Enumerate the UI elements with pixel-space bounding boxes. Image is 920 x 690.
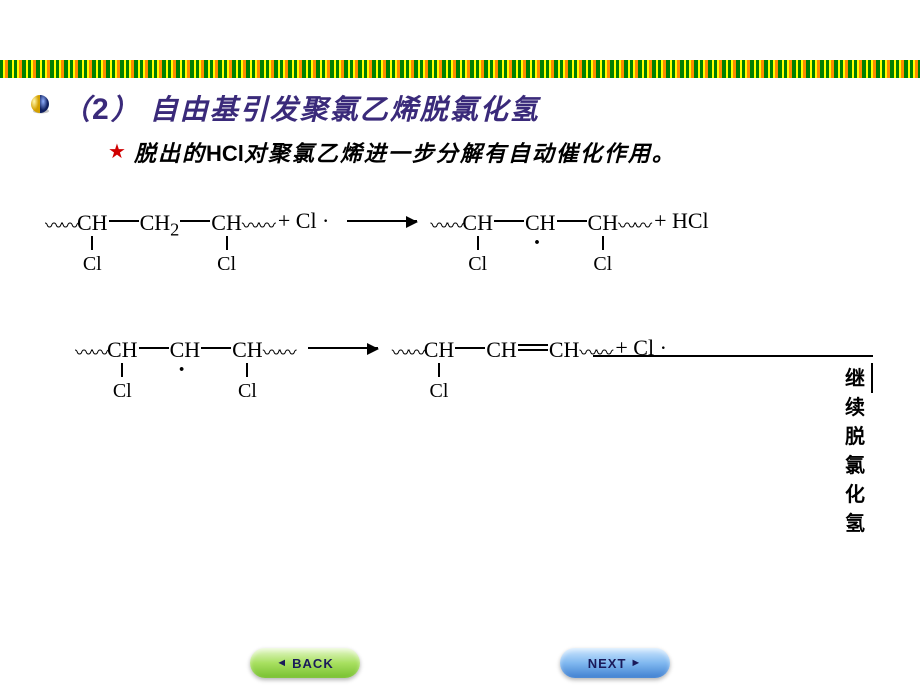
sub-post: 对聚氯乙烯进一步分解有自动催化作用。	[244, 141, 676, 166]
heading-row: （2） 自由基引发聚氯乙烯脱氯化氢	[30, 88, 890, 128]
subheading-row: ★ 脱出的HCl对聚氯乙烯进一步分解有自动催化作用。	[108, 136, 890, 168]
reaction-step-1: 〰〰CHClCH2CHCl〰〰+ Cl · 〰〰CHClCH·CHCl〰〰+ H…	[45, 210, 885, 277]
navigation-bar: BACK NEXT	[0, 648, 920, 678]
sub-formula: HCl	[206, 141, 244, 166]
star-icon: ★	[108, 139, 126, 164]
heading-number: 2	[92, 93, 111, 126]
next-button[interactable]: NEXT	[560, 648, 670, 678]
back-button-label: BACK	[292, 656, 334, 671]
sub-pre: 脱出的	[134, 141, 206, 166]
reaction-diagram: 〰〰CHClCH2CHCl〰〰+ Cl · 〰〰CHClCH·CHCl〰〰+ H…	[45, 210, 885, 464]
heading-text: 自由基引发聚氯乙烯脱氯化氢	[150, 95, 540, 126]
reaction-arrow-icon	[308, 347, 378, 349]
slide-content: （2） 自由基引发聚氯乙烯脱氯化氢 ★ 脱出的HCl对聚氯乙烯进一步分解有自动催…	[30, 88, 890, 168]
reaction-step-2: 〰〰CHClCH·CHCl〰〰 〰〰CHClCHCH〰〰+ Cl ·	[75, 337, 885, 404]
reaction-arrow-icon	[347, 220, 417, 222]
decorative-border-top	[0, 60, 920, 78]
sphere-bullet-icon	[30, 94, 50, 114]
heading-paren-open: （	[62, 95, 92, 126]
back-button[interactable]: BACK	[250, 648, 360, 678]
section-heading: （2） 自由基引发聚氯乙烯脱氯化氢	[62, 88, 540, 128]
heading-paren-close: ）	[111, 95, 141, 126]
next-button-label: NEXT	[588, 656, 627, 671]
subheading-text: 脱出的HCl对聚氯乙烯进一步分解有自动催化作用。	[134, 136, 676, 168]
feedback-label: 继续脱氯化氢	[845, 362, 873, 536]
